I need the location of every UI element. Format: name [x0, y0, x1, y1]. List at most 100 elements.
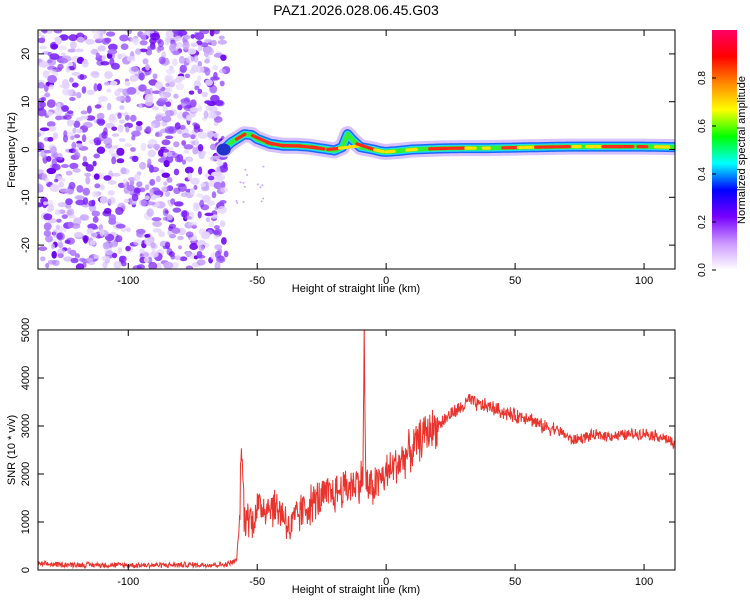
noise-blob — [54, 178, 59, 183]
noise-blob — [129, 74, 138, 82]
x-tick-label: 100 — [635, 275, 653, 287]
noise-blob — [180, 192, 188, 198]
noise-blob — [205, 105, 213, 111]
noise-blob — [126, 227, 131, 233]
noise-blob — [58, 45, 67, 51]
noise-blob — [190, 177, 200, 185]
noise-blob — [58, 209, 66, 214]
noise-blob — [200, 183, 206, 187]
noise-blob — [56, 103, 61, 112]
noise-blob — [145, 201, 156, 206]
noise-blob — [142, 58, 149, 65]
noise-blob — [218, 68, 226, 74]
noise-blob — [119, 119, 126, 124]
noise-blob — [107, 190, 115, 196]
noise-blob — [181, 140, 187, 146]
noise-blob — [155, 131, 163, 138]
noise-blob — [111, 172, 121, 177]
noise-blob — [46, 167, 57, 175]
noise-blob — [57, 248, 66, 255]
noise-blob — [71, 71, 81, 76]
noise-blob — [51, 251, 57, 259]
noise-blob — [63, 134, 68, 143]
noise-dot — [242, 181, 245, 184]
noise-blob — [111, 252, 118, 259]
noise-blob — [194, 85, 200, 91]
x-tick-label: -50 — [249, 275, 265, 287]
noise-blob — [213, 225, 220, 230]
noise-blob — [39, 101, 47, 108]
noise-blob — [93, 173, 100, 180]
noise-blob — [51, 243, 55, 250]
noise-blob — [194, 138, 199, 147]
noise-blob — [205, 79, 213, 86]
noise-dot — [261, 184, 264, 187]
noise-blob — [55, 224, 60, 231]
colorbar-tick-label: 0.4 — [697, 167, 708, 181]
noise-blob — [149, 30, 155, 34]
noise-blob — [71, 141, 77, 150]
noise-blob — [170, 198, 176, 205]
noise-blob — [62, 82, 70, 89]
noise-blob — [111, 126, 118, 131]
noise-blob — [196, 65, 205, 73]
noise-blob — [166, 177, 173, 183]
noise-blob — [126, 184, 135, 192]
track-hot-segment — [235, 132, 247, 141]
noise-blob — [212, 230, 220, 236]
noise-blob — [156, 175, 161, 183]
noise-blob — [168, 223, 176, 229]
noise-blob — [123, 198, 130, 204]
noise-blob — [184, 73, 191, 79]
noise-blob — [94, 104, 102, 109]
noise-blob — [69, 162, 79, 170]
noise-blob — [201, 194, 211, 203]
spectrogram-plot — [37, 29, 676, 270]
noise-blob — [58, 242, 64, 249]
noise-blob — [149, 164, 154, 173]
noise-blob — [209, 84, 218, 94]
track-start-blob — [216, 143, 231, 156]
noise-blob — [186, 156, 194, 163]
noise-blob — [38, 61, 49, 68]
noise-blob — [161, 148, 170, 153]
noise-blob — [108, 218, 117, 225]
noise-blob — [115, 223, 126, 229]
noise-blob — [48, 84, 54, 90]
noise-blob — [178, 245, 182, 250]
noise-blob — [47, 125, 57, 132]
noise-blob — [144, 94, 154, 103]
noise-blob — [89, 240, 96, 246]
snr-x-ticks: -100 -50 0 50 100 — [117, 330, 653, 588]
noise-blob — [120, 43, 129, 50]
noise-blob — [74, 134, 81, 139]
noise-blob — [111, 156, 117, 165]
noise-blob — [215, 99, 224, 106]
noise-blob — [143, 257, 149, 263]
noise-blob — [187, 221, 198, 226]
noise-blob — [46, 99, 56, 108]
noise-blob — [106, 31, 116, 37]
noise-blob — [43, 149, 52, 154]
noise-blob — [185, 55, 195, 64]
noise-blob — [82, 262, 87, 268]
noise-blob — [204, 58, 211, 64]
noise-dot — [235, 200, 238, 202]
noise-blob — [118, 53, 127, 58]
noise-blob — [130, 114, 137, 122]
noise-blob — [71, 82, 79, 88]
noise-blob — [130, 66, 139, 72]
x-tick-label: 50 — [509, 275, 521, 287]
noise-blob — [206, 130, 214, 139]
noise-blob — [209, 143, 217, 151]
track-hot-segment — [384, 149, 396, 154]
noise-blob — [68, 61, 73, 67]
noise-blob — [63, 256, 73, 262]
noise-blob — [197, 144, 204, 152]
noise-blob — [192, 146, 199, 155]
noise-blob — [220, 187, 229, 193]
noise-blob — [39, 127, 50, 132]
track-hot-segment — [326, 146, 342, 152]
noise-blob — [164, 191, 171, 197]
noise-blob — [160, 169, 165, 175]
